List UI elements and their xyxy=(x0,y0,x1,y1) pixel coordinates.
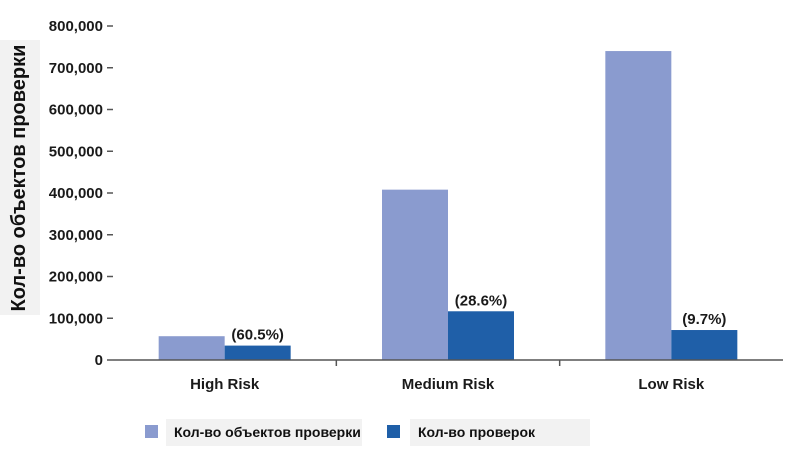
y-tick-label: 0 xyxy=(95,352,103,369)
data-labels: (60.5%) (28.6%) (9.7%) xyxy=(231,292,726,343)
y-tick-label: 100,000 xyxy=(49,310,103,327)
data-label: (9.7%) xyxy=(682,311,726,328)
bars xyxy=(158,51,738,361)
y-tick-label: 700,000 xyxy=(49,60,103,77)
legend-item-background-1 xyxy=(166,419,362,446)
bar-series-1 xyxy=(605,51,672,361)
category-labels: High Risk Medium Risk Low Risk xyxy=(190,360,705,393)
legend-label-series-2: Кол-во проверок xyxy=(418,424,536,440)
data-label: (28.6%) xyxy=(455,292,508,309)
x-category-label: Medium Risk xyxy=(402,376,495,393)
legend-item-background-2 xyxy=(410,419,590,446)
y-tick-label: 200,000 xyxy=(49,269,103,286)
y-tick-label: 800,000 xyxy=(49,18,103,35)
bar-series-2 xyxy=(671,330,738,360)
x-category-label: High Risk xyxy=(190,376,260,393)
y-tick-label: 500,000 xyxy=(49,143,103,160)
data-label: (60.5%) xyxy=(231,327,284,344)
bar-series-1 xyxy=(158,336,225,360)
legend-label-series-1: Кол-во объектов проверки xyxy=(174,424,361,440)
x-category-label: Low Risk xyxy=(638,376,705,393)
y-tick-label: 600,000 xyxy=(49,102,103,119)
y-axis-ticks: 0 100,000 200,000 300,000 400,000 500,000 600,… xyxy=(49,18,113,369)
y-axis-label: Кол-во объектов проверки xyxy=(8,45,30,312)
bar-series-2 xyxy=(448,311,514,360)
bar-series-1 xyxy=(382,189,448,360)
y-tick-label: 300,000 xyxy=(49,227,103,244)
bar-series-2 xyxy=(224,345,291,360)
legend-swatch-series-1 xyxy=(145,425,158,438)
legend-swatch-series-2 xyxy=(387,425,400,438)
y-tick-label: 400,000 xyxy=(49,185,103,202)
legend: Кол-во объектов проверки Кол-во проверок xyxy=(145,419,590,446)
y-label-background xyxy=(0,40,40,315)
